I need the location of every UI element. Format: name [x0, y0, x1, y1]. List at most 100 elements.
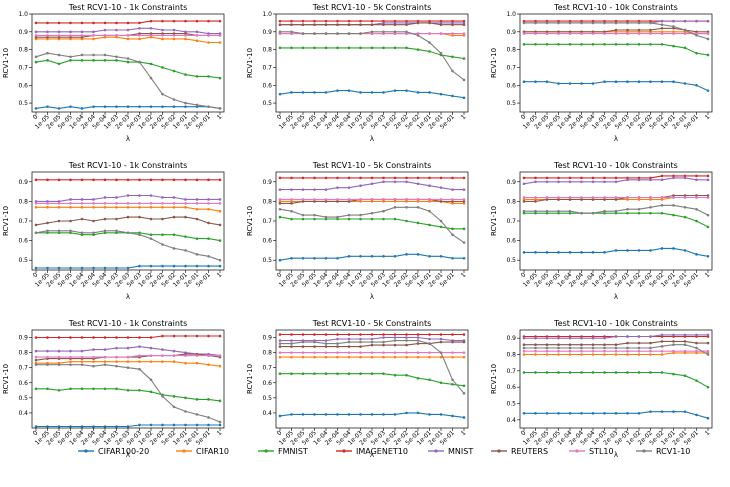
data-point [706, 341, 710, 345]
data-point [138, 26, 141, 30]
data-point [695, 219, 698, 223]
data-point [336, 215, 339, 219]
data-point [207, 207, 210, 211]
data-point [103, 425, 107, 428]
data-point [336, 23, 339, 26]
data-point [103, 205, 107, 209]
data-point [172, 264, 176, 268]
data-point [103, 363, 107, 366]
data-point [462, 416, 466, 419]
plot-frame [31, 329, 225, 429]
y-axis-label: RCV1-10 [246, 364, 254, 394]
data-point [172, 205, 176, 209]
data-point [672, 25, 675, 28]
data-point [393, 413, 397, 416]
data-point [649, 341, 652, 345]
data-point [382, 200, 385, 203]
data-point [46, 21, 49, 25]
data-point [103, 53, 107, 57]
data-point [115, 229, 118, 233]
y-tick-label: 0.7 [18, 365, 28, 372]
series-imagenet10 [34, 334, 222, 339]
data-point [637, 178, 641, 182]
data-point [278, 351, 282, 354]
series-stl10 [34, 34, 222, 37]
legend-item: REUTERS [491, 447, 548, 456]
data-point [347, 333, 351, 336]
legend-label: STL10 [589, 447, 614, 456]
data-point [218, 34, 222, 37]
y-tick-label: 0.9 [18, 179, 28, 186]
data-point [92, 21, 95, 25]
data-point [591, 343, 595, 347]
data-point [313, 91, 316, 94]
data-point [557, 180, 560, 184]
data-point [428, 413, 431, 416]
data-point [161, 28, 164, 32]
data-point [660, 19, 664, 23]
chart-title: Test RCV1-10 - 5k Constraints [312, 319, 432, 328]
data-point [451, 340, 454, 344]
data-point [695, 178, 698, 182]
data-point [161, 217, 164, 221]
data-point [614, 249, 618, 252]
y-tick-label: 0.7 [506, 218, 516, 225]
data-point [195, 354, 199, 357]
plot-frame [519, 171, 713, 271]
data-point [370, 211, 374, 215]
data-point [218, 178, 222, 182]
data-point [522, 251, 526, 254]
data-point [301, 345, 305, 348]
data-point [126, 336, 130, 339]
data-point [278, 19, 282, 23]
x-tick-label: 0 [520, 271, 528, 279]
data-point [660, 198, 664, 201]
data-point [428, 176, 431, 180]
plot-frame [31, 171, 225, 271]
y-tick-label: 0.6 [18, 82, 28, 89]
data-point [115, 35, 118, 39]
data-point [149, 34, 153, 37]
data-point [149, 360, 153, 363]
data-point [347, 217, 351, 221]
data-point [301, 200, 305, 203]
data-point [451, 378, 454, 382]
data-point [649, 42, 652, 46]
data-point [534, 30, 537, 34]
data-point [347, 413, 351, 416]
data-point [278, 200, 282, 203]
data-point [207, 221, 210, 225]
data-point [172, 215, 176, 219]
data-point [462, 188, 466, 191]
data-point [451, 69, 454, 73]
data-point [359, 340, 362, 344]
data-point [591, 196, 595, 199]
data-point [580, 30, 583, 34]
data-point [614, 21, 618, 25]
x-tick-label: 1 [704, 113, 712, 121]
data-point [706, 349, 710, 353]
data-point [46, 266, 49, 270]
data-point [218, 209, 222, 213]
data-point [382, 413, 385, 416]
chart-panel-2: Test RCV1-10 - 5k Constraints 0.5 0.6 0.7 0.… [246, 3, 469, 143]
data-point [149, 105, 153, 108]
data-point [161, 334, 164, 338]
data-point [103, 266, 107, 270]
data-point [80, 217, 84, 221]
data-point [568, 198, 572, 201]
data-point [439, 200, 443, 203]
data-point [278, 207, 282, 211]
data-point [359, 254, 362, 258]
data-point [557, 176, 560, 180]
data-point [80, 53, 84, 57]
data-point [149, 202, 153, 205]
data-point [672, 80, 675, 84]
data-point [278, 23, 282, 26]
data-point [347, 176, 351, 180]
data-point [695, 174, 698, 178]
data-point [405, 333, 408, 336]
data-point [706, 194, 710, 197]
data-point [568, 32, 572, 35]
data-point [439, 92, 443, 96]
